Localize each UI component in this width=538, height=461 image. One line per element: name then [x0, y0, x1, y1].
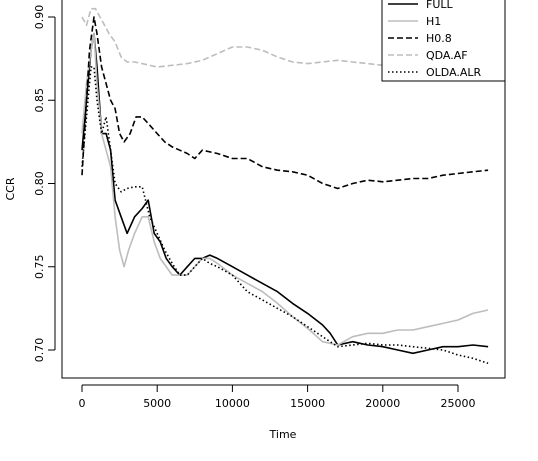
- x-axis: 0 5000 10000 15000 20000 25000: [79, 384, 476, 410]
- x-tick-label: 10000: [215, 397, 250, 410]
- y-axis: 0.70 0.75 0.80 0.85 0.90: [33, 5, 56, 363]
- y-tick-label: 0.75: [33, 255, 46, 280]
- legend: FULL H1 H0.8 QDA.AF OLDA.ALR: [381, 0, 506, 82]
- y-tick-label: 0.85: [33, 88, 46, 113]
- y-tick-label: 0.70: [33, 338, 46, 363]
- x-tick-label: 5000: [143, 397, 171, 410]
- y-tick-label: 0.80: [33, 171, 46, 196]
- x-tick-label: 25000: [441, 397, 476, 410]
- series-line-4: [81, 66, 489, 365]
- legend-label: QDA.AF: [426, 49, 468, 62]
- x-tick-label: 15000: [290, 397, 325, 410]
- series-line-1: [81, 32, 489, 346]
- x-tick-label: 0: [79, 397, 86, 410]
- plot-frame: [61, 0, 506, 379]
- series-layer: [81, 7, 489, 365]
- x-tick-label: 20000: [365, 397, 400, 410]
- series-line-0: [81, 32, 489, 355]
- series-line-3: [81, 7, 383, 68]
- series-line-2: [81, 16, 489, 190]
- y-axis-title: CCR: [4, 177, 17, 200]
- legend-label: H1: [426, 15, 441, 28]
- x-axis-title: Time: [269, 428, 297, 441]
- legend-label: OLDA.ALR: [426, 66, 482, 79]
- legend-label: FULL: [426, 0, 454, 11]
- y-tick-label: 0.90: [33, 5, 46, 30]
- legend-box: [381, 0, 506, 82]
- legend-label: H0.8: [426, 32, 452, 45]
